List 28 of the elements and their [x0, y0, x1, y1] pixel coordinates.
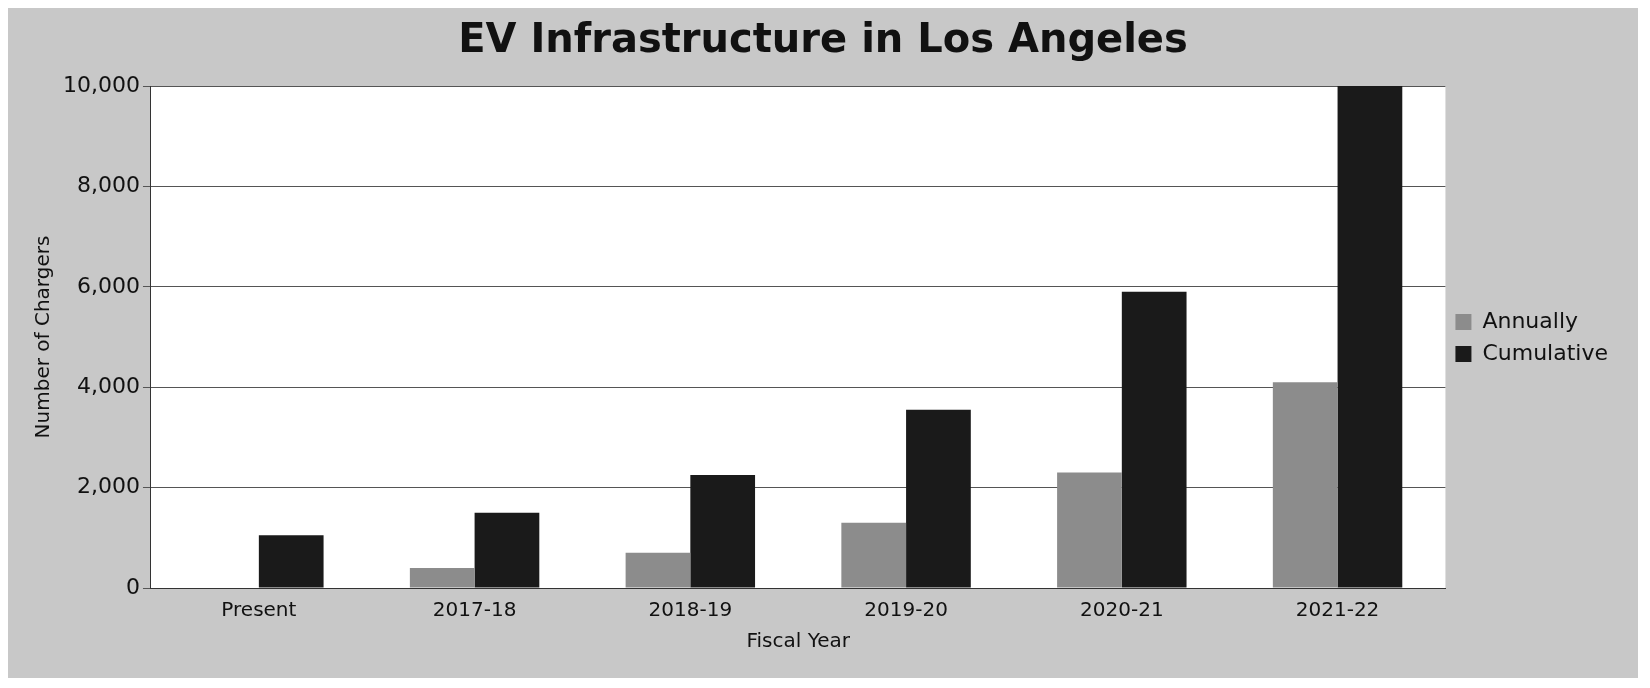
legend-label: Annually: [1482, 307, 1579, 333]
y-axis-title: Number of Chargers: [30, 235, 55, 439]
x-tick-label: 2018-19: [648, 597, 733, 622]
y-tick-label: 6,000: [76, 272, 140, 298]
bar: [1272, 382, 1338, 588]
legend-label: Cumulative: [1482, 339, 1609, 365]
y-tick-label: 10,000: [62, 71, 140, 97]
bar: [625, 552, 691, 588]
x-tick-label: 2019-20: [864, 597, 948, 622]
x-tick-label: Present: [221, 597, 297, 622]
bar: [474, 512, 540, 588]
y-tick-label: 0: [125, 573, 140, 599]
y-tick-label: 4,000: [76, 372, 140, 398]
bar: [409, 567, 475, 588]
y-tick-label: 2,000: [76, 473, 140, 499]
chart-title: EV Infrastructure in Los Angeles: [458, 15, 1188, 62]
x-tick-label: 2020-21: [1080, 597, 1164, 622]
y-tick-label: 8,000: [76, 172, 140, 198]
bar: [1337, 86, 1403, 588]
bar: [1121, 291, 1187, 588]
x-tick-label: 2021-22: [1295, 597, 1380, 622]
bar: [906, 409, 971, 588]
bar: [841, 522, 907, 588]
x-axis-title: Fiscal Year: [746, 628, 851, 653]
bar: [1057, 472, 1122, 588]
bar: [258, 535, 324, 588]
x-tick-label: 2017-18: [432, 597, 517, 622]
bar: [690, 475, 756, 588]
